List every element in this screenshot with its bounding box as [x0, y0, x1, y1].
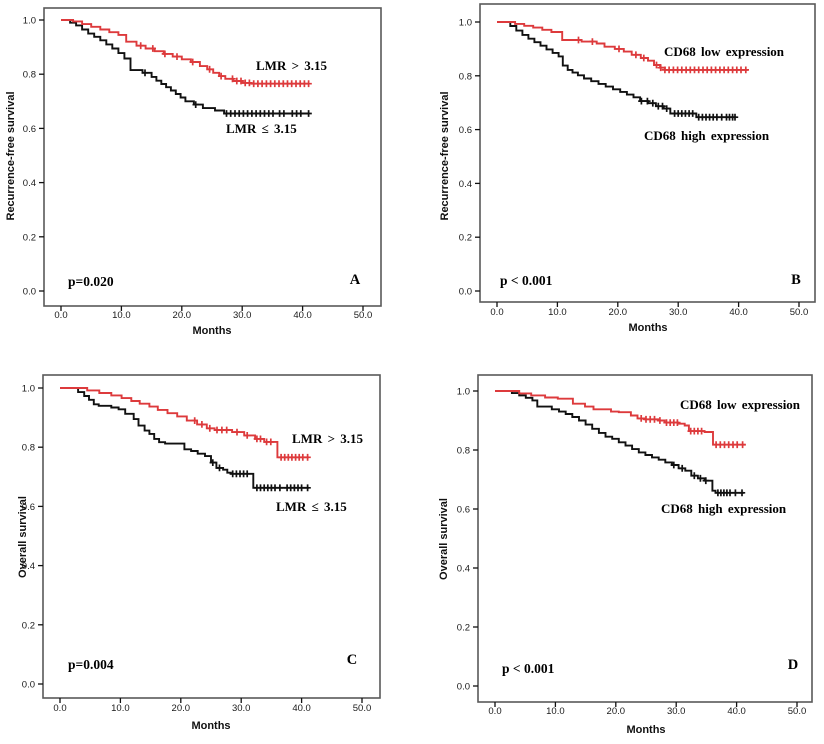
series-label: CD68 low expression	[680, 397, 801, 412]
p-value-label: p < 0.001	[500, 273, 553, 288]
y-tick-label: 0.4	[457, 564, 470, 575]
x-tick-label: 50.0	[790, 307, 809, 318]
x-tick-label: 0.0	[488, 706, 501, 717]
x-tick-label: 30.0	[232, 703, 251, 714]
x-tick-label: 0.0	[490, 307, 503, 318]
survival-curve	[497, 21, 748, 71]
x-tick-label: 40.0	[729, 307, 748, 318]
y-tick-label: 0.4	[23, 178, 36, 189]
km-chart-c: 0.0 0.2 0.4 0.6 0.8 1.0 0.0 10.0 20.0 30.0 40.0 50.…	[17, 374, 381, 732]
y-tick-label: 1.0	[22, 384, 35, 395]
censor-marks	[638, 97, 739, 121]
series-label: CD68 low expression	[664, 44, 785, 59]
censor-marks	[141, 69, 312, 117]
y-tick-label: 0.6	[457, 505, 470, 516]
x-tick-label: 10.0	[546, 706, 565, 717]
series-label: LMR > 3.15	[256, 58, 327, 73]
x-tick-label: 40.0	[293, 310, 312, 321]
y-axis-title: Overall survival	[438, 498, 450, 580]
panel-letter: D	[788, 657, 798, 673]
x-tick-label: 50.0	[354, 310, 373, 321]
panel-letter: A	[350, 272, 361, 288]
x-axis-title: Months	[626, 724, 665, 736]
x-tick-label: 20.0	[609, 307, 628, 318]
x-tick-label: 20.0	[172, 703, 191, 714]
x-axis-title: Months	[191, 720, 230, 732]
x-tick-label: 10.0	[111, 703, 130, 714]
y-tick-label: 0.4	[22, 561, 35, 572]
y-axis-title: Recurrence-free survival	[5, 91, 17, 220]
p-value-label: p < 0.001	[502, 661, 555, 676]
y-tick-label: 0.2	[22, 620, 35, 631]
y-tick-label: 0.4	[459, 179, 472, 190]
p-value-label: p=0.004	[68, 657, 114, 672]
y-tick-label: 0.2	[459, 233, 472, 244]
series-label: CD68 high expression	[644, 128, 770, 143]
plot-frame	[42, 374, 381, 699]
series-label: CD68 high expression	[661, 501, 787, 516]
y-tick-label: 1.0	[23, 16, 36, 27]
y-axis-title: Overall survival	[17, 496, 29, 578]
panel-letter: C	[347, 652, 357, 668]
x-tick-label: 50.0	[353, 703, 372, 714]
y-tick-label: 0.2	[457, 623, 470, 634]
p-value-label: p=0.020	[68, 274, 114, 289]
censor-marks	[670, 461, 746, 497]
x-tick-label: 20.0	[607, 706, 626, 717]
y-tick-label: 0.0	[22, 680, 35, 691]
y-tick-label: 0.8	[457, 446, 470, 457]
x-tick-label: 20.0	[173, 310, 192, 321]
survival-curve	[60, 387, 309, 489]
y-tick-label: 0.0	[23, 287, 36, 298]
km-chart-b: 0.0 0.2 0.4 0.6 0.8 1.0 0.0 10.0 20.0 30.0 40.0 50.…	[439, 3, 816, 334]
censor-marks	[137, 42, 312, 88]
x-tick-label: 10.0	[548, 307, 567, 318]
y-tick-label: 0.6	[23, 124, 36, 135]
x-axis-title: Months	[628, 322, 667, 334]
x-tick-label: 0.0	[53, 703, 66, 714]
y-tick-label: 1.0	[459, 18, 472, 29]
series-label: LMR ≤ 3.15	[276, 499, 347, 514]
plot-frame	[43, 7, 382, 307]
panel-letter: B	[791, 272, 801, 288]
censor-marks	[575, 36, 749, 74]
y-tick-label: 0.0	[457, 682, 470, 693]
y-tick-label: 1.0	[457, 387, 470, 398]
x-tick-label: 30.0	[667, 706, 686, 717]
x-axis-title: Months	[192, 325, 231, 337]
y-tick-label: 0.8	[23, 70, 36, 81]
panel-c: 0.0 0.2 0.4 0.6 0.8 1.0 0.0 10.0 20.0 30.0 40.0 50.…	[0, 372, 412, 744]
y-tick-label: 0.2	[23, 232, 36, 243]
panel-b: 0.0 0.2 0.4 0.6 0.8 1.0 0.0 10.0 20.0 30.0 40.0 50.…	[412, 0, 824, 372]
x-tick-label: 40.0	[292, 703, 311, 714]
censor-marks	[191, 417, 311, 461]
series-label: LMR > 3.15	[292, 431, 363, 446]
y-tick-label: 0.6	[459, 125, 472, 136]
x-tick-label: 30.0	[233, 310, 252, 321]
panel-d: 0.0 0.2 0.4 0.6 0.8 1.0 0.0 10.0 20.0 30.0 40.0 50.…	[412, 372, 824, 744]
plot-frame	[477, 374, 813, 703]
km-chart-a: 0.0 0.2 0.4 0.6 0.8 1.0 0.0 10.0 20.0 30.0 40.0 50.…	[5, 7, 382, 337]
x-tick-label: 40.0	[727, 706, 746, 717]
plot-frame	[479, 3, 816, 303]
x-tick-label: 30.0	[669, 307, 688, 318]
series-label: LMR ≤ 3.15	[226, 121, 297, 136]
x-tick-label: 50.0	[788, 706, 807, 717]
x-tick-label: 0.0	[54, 310, 67, 321]
censor-marks	[209, 459, 311, 492]
y-axis-title: Recurrence-free survival	[439, 91, 451, 220]
censor-marks	[638, 415, 746, 449]
survival-curve	[495, 390, 746, 446]
y-tick-label: 0.0	[459, 287, 472, 298]
survival-curve	[61, 19, 309, 85]
x-tick-label: 10.0	[112, 310, 131, 321]
survival-curve	[495, 390, 744, 494]
y-tick-label: 0.6	[22, 502, 35, 513]
panel-a: 0.0 0.2 0.4 0.6 0.8 1.0 0.0 10.0 20.0 30.0 40.0 50.…	[0, 0, 412, 372]
y-tick-label: 0.8	[459, 71, 472, 82]
km-chart-d: 0.0 0.2 0.4 0.6 0.8 1.0 0.0 10.0 20.0 30.0 40.0 50.…	[438, 374, 813, 736]
y-tick-label: 0.8	[22, 443, 35, 454]
